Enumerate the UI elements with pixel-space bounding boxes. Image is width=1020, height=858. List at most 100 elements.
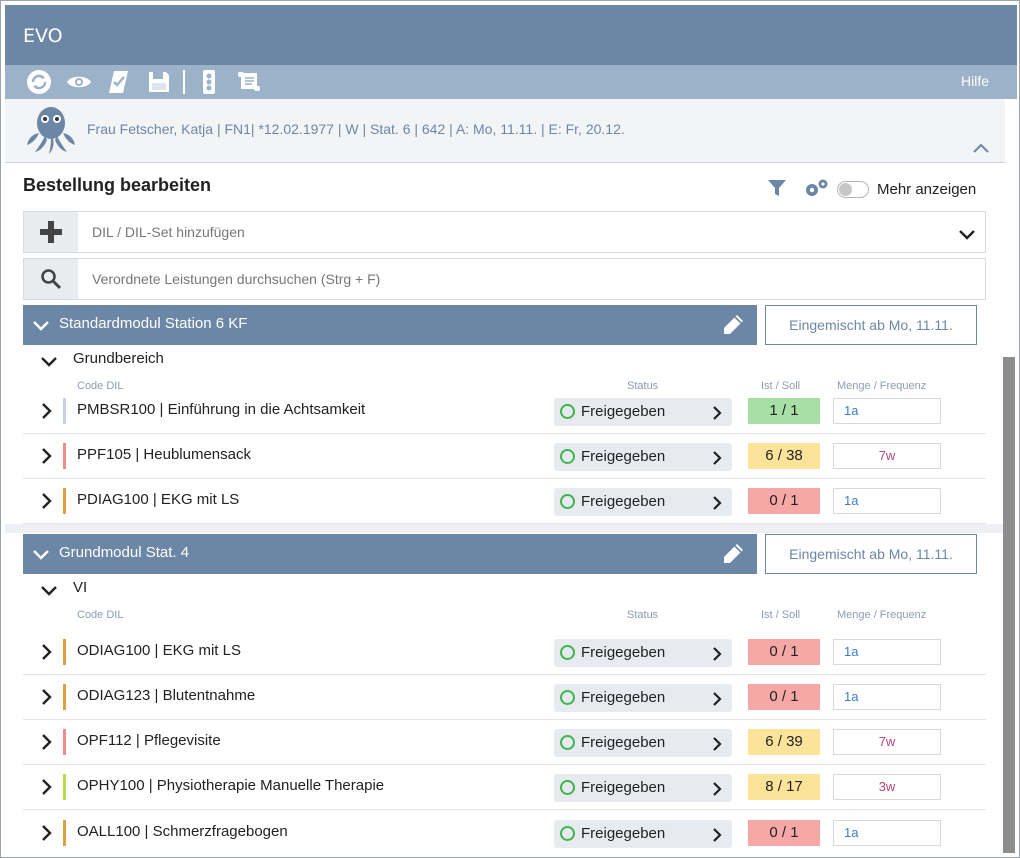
chevron-right-icon[interactable]: [712, 646, 722, 665]
status-button[interactable]: Freigegeben: [554, 774, 732, 802]
chevron-right-icon[interactable]: [41, 825, 53, 845]
edit-pencil-icon[interactable]: [721, 313, 745, 341]
table-row[interactable]: ODIAG123 | Blutentnahme Freigegeben 0 / …: [23, 675, 986, 720]
scroll-document-icon[interactable]: [235, 68, 263, 96]
chevron-down-icon[interactable]: [33, 317, 49, 336]
dil-name: PPF105 | Heublumensack: [77, 446, 251, 463]
subgroup-label: Grundbereich: [73, 350, 164, 367]
chevron-right-icon[interactable]: [41, 493, 53, 513]
ist-soll-badge: 8 / 17: [748, 774, 820, 800]
menge-field[interactable]: 1a: [833, 398, 941, 424]
table-row[interactable]: PPF105 | Heublumensack Freigegeben 6 / 3…: [23, 434, 986, 479]
chevron-down-icon[interactable]: [33, 546, 49, 565]
save-icon[interactable]: [145, 68, 173, 96]
status-button[interactable]: Freigegeben: [554, 443, 732, 471]
chevron-up-icon[interactable]: [971, 139, 991, 158]
column-header-status: Status: [627, 380, 659, 392]
group-header-standardmodul[interactable]: Standardmodul Station 6 KF: [23, 305, 757, 345]
status-button[interactable]: Freigegeben: [554, 639, 732, 667]
refresh-icon[interactable]: [25, 68, 53, 96]
octopus-logo-icon: [23, 103, 79, 159]
status-button[interactable]: Freigegeben: [554, 684, 732, 712]
menge-field[interactable]: 1a: [833, 684, 941, 710]
settings-gears-icon[interactable]: [803, 178, 829, 202]
menge-field[interactable]: 1a: [833, 488, 941, 514]
chevron-right-icon[interactable]: [712, 450, 722, 469]
filter-icon[interactable]: [767, 178, 787, 202]
chevron-right-icon[interactable]: [712, 736, 722, 755]
status-button[interactable]: Freigegeben: [554, 729, 732, 757]
chevron-down-icon[interactable]: [41, 584, 57, 601]
dil-name: PMBSR100 | Einführung in die Achtsamkeit: [77, 401, 366, 418]
table-row[interactable]: OPF112 | Pflegevisite Freigegeben 6 / 39…: [23, 720, 986, 765]
chevron-right-icon[interactable]: [712, 781, 722, 800]
status-button[interactable]: Freigegeben: [554, 398, 732, 426]
toolbar-divider: [183, 70, 185, 94]
status-circle-icon: [560, 690, 575, 705]
eye-icon[interactable]: [65, 68, 93, 96]
vertical-scrollbar[interactable]: [1003, 357, 1015, 853]
chevron-right-icon[interactable]: [712, 405, 722, 424]
row-color-marker: [63, 488, 66, 514]
group-header-grundmodul[interactable]: Grundmodul Stat. 4: [23, 534, 757, 574]
page-title: Bestellung bearbeiten: [23, 175, 212, 195]
mixed-in-button[interactable]: Eingemischt ab Mo, 11.11.: [765, 534, 977, 574]
search-icon: [24, 259, 78, 299]
chevron-down-icon[interactable]: [41, 355, 57, 372]
chevron-down-icon[interactable]: [959, 226, 975, 245]
menge-field[interactable]: 3w: [833, 774, 941, 800]
status-button[interactable]: Freigegeben: [554, 488, 732, 516]
dil-name: ODIAG123 | Blutentnahme: [77, 687, 256, 704]
chevron-right-icon[interactable]: [712, 691, 722, 710]
menge-field[interactable]: 1a: [833, 639, 941, 665]
help-link[interactable]: Hilfe: [960, 73, 989, 89]
status-circle-icon: [560, 494, 575, 509]
add-dil-select[interactable]: DIL / DIL-Set hinzufügen: [23, 211, 986, 253]
checklist-icon[interactable]: [105, 68, 133, 96]
chevron-right-icon[interactable]: [41, 448, 53, 468]
table-row[interactable]: OALL100 | Schmerzfragebogen Freigegeben …: [23, 811, 986, 856]
search-input[interactable]: Verordnete Leistungen durchsuchen (Strg …: [23, 258, 986, 300]
dil-name: OPHY100 | Physiotherapie Manuelle Therap…: [77, 777, 385, 794]
plus-icon[interactable]: [24, 212, 78, 252]
row-color-marker: [63, 729, 66, 755]
status-text: Freigegeben: [581, 403, 666, 420]
chevron-right-icon[interactable]: [712, 827, 722, 846]
chevron-right-icon[interactable]: [41, 403, 53, 423]
edit-pencil-icon[interactable]: [721, 542, 745, 570]
status-text: Freigegeben: [581, 689, 666, 706]
status-text: Freigegeben: [581, 448, 666, 465]
mixed-in-button[interactable]: Eingemischt ab Mo, 11.11.: [765, 305, 977, 345]
dil-name: ODIAG100 | EKG mit LS: [77, 642, 241, 659]
table-row[interactable]: ODIAG100 | EKG mit LS Freigegeben 0 / 1 …: [23, 630, 986, 675]
column-header-code: Code DIL: [77, 609, 124, 621]
chevron-right-icon[interactable]: [41, 779, 53, 799]
column-header-ist-soll: Ist / Soll: [761, 609, 801, 621]
ist-soll-badge: 0 / 1: [748, 639, 820, 665]
status-text: Freigegeben: [581, 644, 666, 661]
traffic-light-icon[interactable]: [195, 68, 223, 96]
add-dil-placeholder: DIL / DIL-Set hinzufügen: [92, 224, 245, 240]
mehr-anzeigen-label: Mehr anzeigen: [877, 181, 977, 198]
chevron-right-icon[interactable]: [41, 644, 53, 664]
row-color-marker: [63, 820, 66, 846]
row-color-marker: [63, 774, 66, 800]
chevron-right-icon[interactable]: [41, 689, 53, 709]
chevron-right-icon[interactable]: [712, 495, 722, 514]
table-row[interactable]: PDIAG100 | EKG mit LS Freigegeben 0 / 1 …: [23, 479, 986, 524]
menge-field[interactable]: 7w: [833, 443, 941, 469]
chevron-right-icon[interactable]: [41, 734, 53, 754]
table-row[interactable]: PMBSR100 | Einführung in die Achtsamkeit…: [23, 389, 986, 434]
mehr-anzeigen-toggle[interactable]: [837, 181, 869, 198]
status-circle-icon: [560, 449, 575, 464]
menge-field[interactable]: 1a: [833, 820, 941, 846]
group-separator: [5, 524, 1003, 533]
dil-name: OPF112 | Pflegevisite: [77, 732, 221, 749]
group-title: Standardmodul Station 6 KF: [59, 315, 248, 332]
patient-header: Frau Fetscher, Katja | FN1| *12.02.1977 …: [5, 99, 1005, 163]
menge-field[interactable]: 7w: [833, 729, 941, 755]
title-bar: EVO: [5, 5, 1017, 65]
table-row[interactable]: OPHY100 | Physiotherapie Manuelle Therap…: [23, 765, 986, 810]
status-button[interactable]: Freigegeben: [554, 820, 732, 848]
ist-soll-badge: 6 / 39: [748, 729, 820, 755]
